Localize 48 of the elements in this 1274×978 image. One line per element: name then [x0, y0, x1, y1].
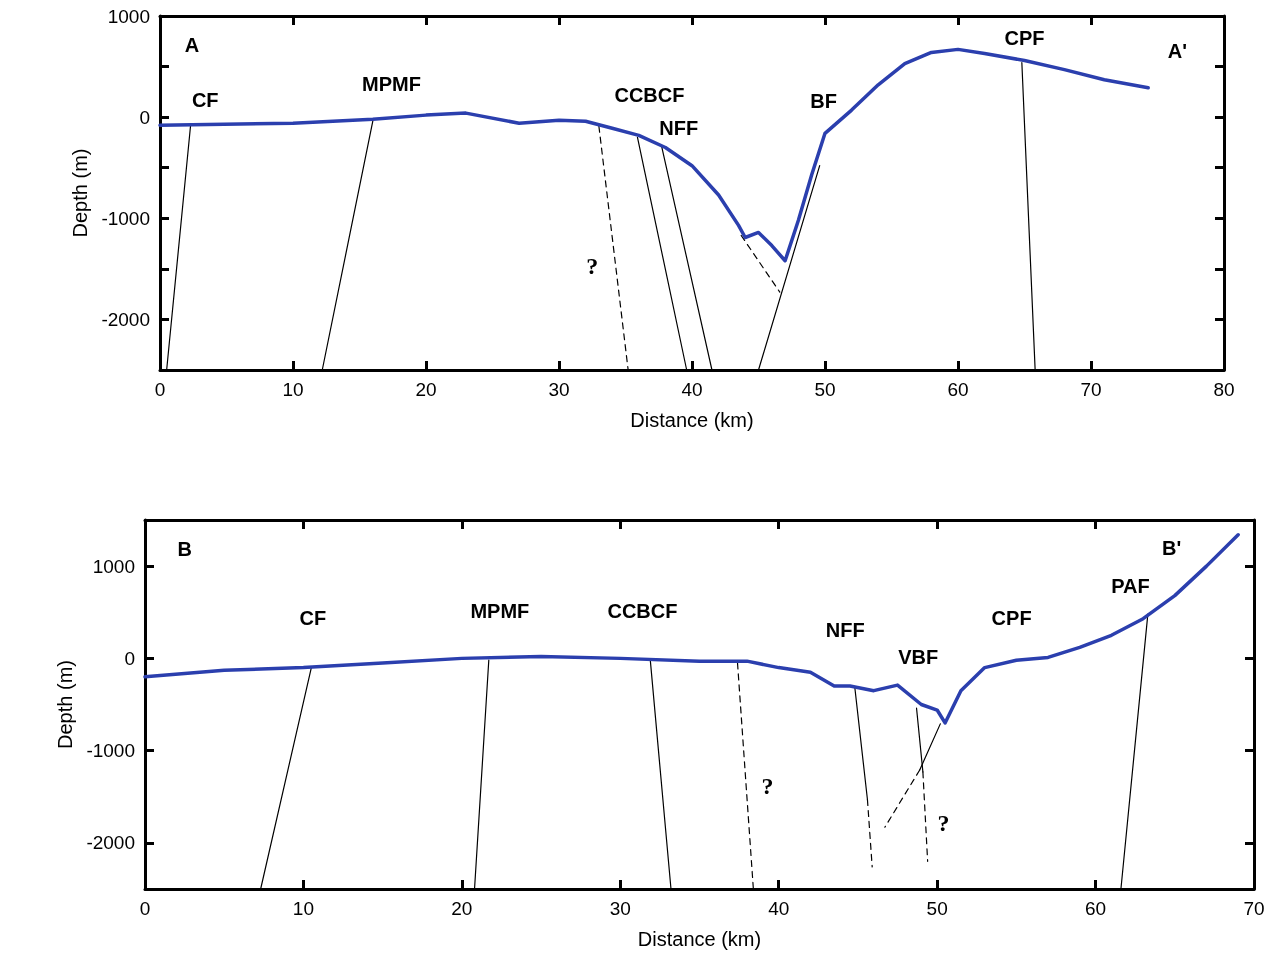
x-tick-label: 20	[451, 898, 473, 919]
x-axis-title: Distance (km)	[630, 409, 754, 431]
x-tick-label: 40	[681, 379, 703, 400]
x-tick-label: 60	[947, 379, 969, 400]
x-tick-label: 10	[282, 379, 304, 400]
annotation: A	[184, 34, 200, 57]
annotation: NFF	[825, 618, 865, 641]
annotation: ?	[937, 809, 950, 836]
x-tick-label: 20	[415, 379, 437, 400]
y-tick-label: -2000	[101, 308, 150, 330]
annotation: MPMF	[470, 600, 530, 623]
annotation: CF	[299, 606, 327, 629]
x-tick-label: 70	[1080, 379, 1102, 400]
y-tick-label: 1000	[92, 555, 135, 577]
y-axis-title: Depth (m)	[54, 660, 76, 749]
x-tick-label: 30	[609, 898, 631, 919]
x-tick-label: 40	[768, 898, 790, 919]
y-tick-label: 1000	[107, 5, 150, 27]
annotation: BF	[810, 89, 838, 112]
annotation: CPF	[991, 606, 1032, 629]
x-tick-label: 70	[1243, 898, 1265, 919]
annotation: PAF	[1111, 575, 1150, 598]
y-tick-label: -1000	[86, 740, 135, 762]
y-axis-title: Depth (m)	[69, 148, 91, 238]
annotation: CF	[191, 88, 219, 111]
annotation: MPMF	[361, 72, 421, 95]
annotation: CPF	[1004, 27, 1045, 50]
x-tick-label: 30	[548, 379, 570, 400]
annotation: CCBCF	[607, 600, 678, 623]
annotation: B	[177, 537, 192, 560]
y-tick-label: -2000	[86, 832, 135, 854]
annotation: A'	[1167, 40, 1188, 63]
y-tick-label: 0	[139, 106, 150, 128]
x-tick-label: 10	[292, 898, 314, 919]
x-axis-title: Distance (km)	[637, 928, 762, 950]
annotation: ?	[586, 252, 599, 279]
y-tick-label: -1000	[101, 207, 150, 229]
annotation: VBF	[898, 645, 939, 668]
x-tick-label: 80	[1213, 379, 1235, 400]
x-tick-label: 50	[926, 898, 948, 919]
x-tick-label: 50	[814, 379, 836, 400]
annotation: CCBCF	[614, 83, 685, 106]
y-tick-label: 0	[124, 647, 135, 669]
x-tick-label: 60	[1085, 898, 1107, 919]
annotation: B'	[1162, 536, 1182, 559]
annotation: NFF	[659, 117, 699, 140]
annotation: ?	[761, 772, 774, 799]
x-tick-label: 0	[154, 379, 166, 400]
